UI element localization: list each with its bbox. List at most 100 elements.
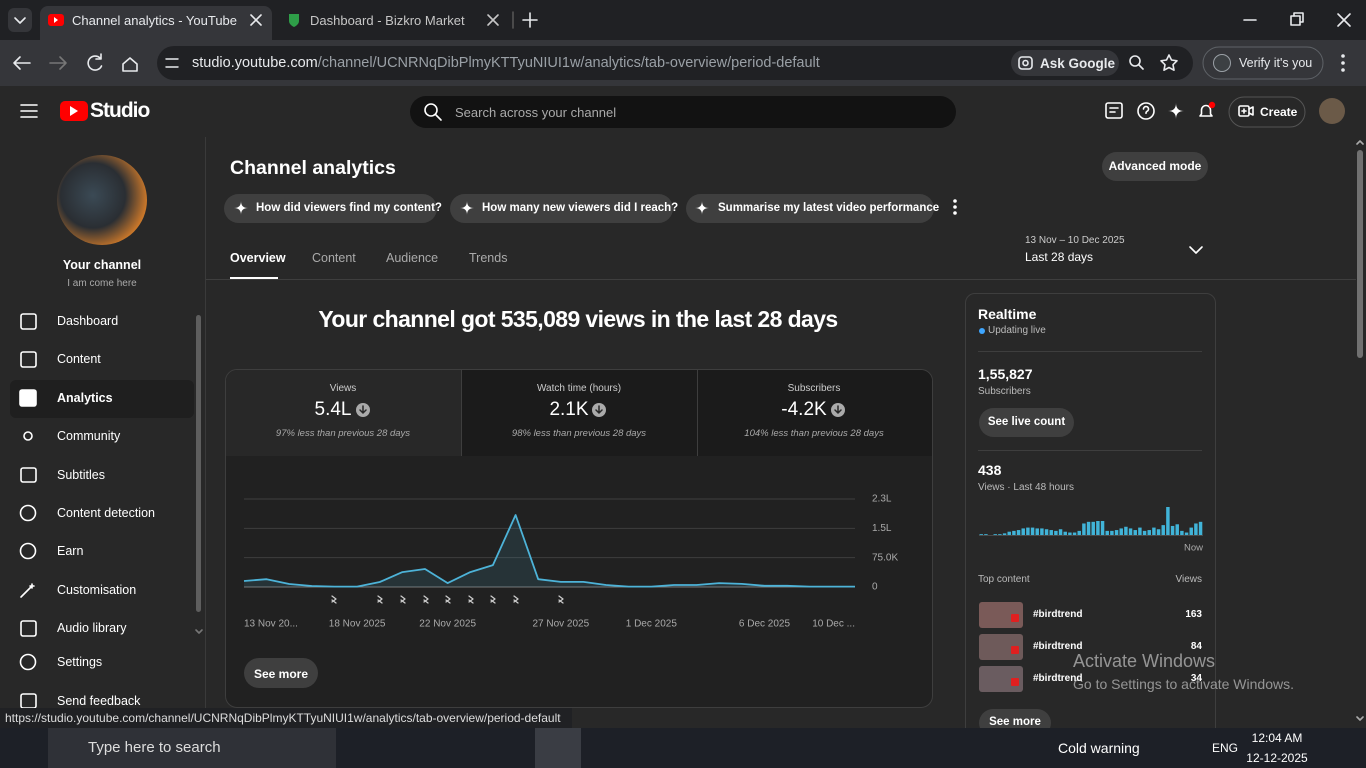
realtime-title: Realtime [978, 306, 1037, 322]
tab[interactable]: Audience [386, 251, 439, 265]
thumb[interactable] [979, 666, 1023, 692]
row-views: 163 [1185, 609, 1202, 620]
row-views: 34 [1190, 673, 1202, 684]
weather[interactable]: Cold warning [1058, 740, 1140, 756]
url-host: studio.youtube.com [192, 55, 318, 71]
logo-text[interactable]: Studio [90, 99, 150, 122]
metric-value: -4.2K [781, 399, 827, 420]
suggestion-chip[interactable] [450, 194, 673, 223]
tab-title[interactable]: Dashboard - Bizkro Market [310, 13, 465, 28]
taskbar-active[interactable] [535, 728, 581, 768]
row-title[interactable]: #birdtrend [1033, 673, 1083, 684]
more-part [953, 205, 957, 209]
page-title: Channel analytics [230, 157, 396, 179]
nav-item[interactable]: Customisation [57, 583, 137, 597]
headline: Your channel got 535,089 views in the la… [318, 306, 838, 332]
metric-value: 5.4L [314, 399, 352, 420]
clock-date[interactable]: 12-12-2025 [1246, 751, 1308, 765]
realtime-subs: 1,55,827 [978, 366, 1033, 382]
advanced-pill[interactable] [1102, 152, 1208, 181]
nav-item[interactable]: Earn [57, 544, 84, 558]
realtime-views: 438 [978, 462, 1002, 478]
sidebar-scroll [196, 315, 201, 612]
top-content: Top content [978, 574, 1030, 585]
status-bubble [0, 708, 572, 728]
suggestion[interactable]: Summarise my latest video performance [718, 202, 940, 214]
sidebar-icons [19, 313, 37, 709]
url-path: /channel/UCNRNqDibPlmyKTTyuNIUI1w/analyt… [317, 55, 820, 71]
ask-google[interactable]: Ask Google [1040, 56, 1116, 71]
channel-title[interactable]: Your channel [62, 258, 142, 272]
divider [978, 351, 1202, 352]
nav-item[interactable]: Community [57, 429, 121, 443]
row-views: 84 [1190, 641, 1202, 652]
metric-value: 2.1K [549, 399, 589, 420]
tabs-border [206, 279, 1356, 280]
metric-note: 104% less than previous 28 days [744, 428, 884, 439]
suggestion-chip[interactable] [224, 194, 437, 223]
see-more-pill[interactable] [244, 658, 318, 688]
metric-label: Views [329, 383, 357, 394]
sidebar-icons-part [20, 467, 37, 483]
sidebar-active [10, 380, 194, 418]
live-count-pill[interactable] [979, 408, 1074, 437]
create[interactable]: Create [1260, 105, 1298, 119]
active-tab[interactable] [40, 6, 272, 40]
tab-underline [230, 277, 278, 279]
search-placeholder[interactable]: Search across your channel [455, 105, 617, 120]
verify[interactable]: Verify it's you [1239, 56, 1313, 70]
thumb[interactable] [979, 634, 1023, 660]
watermark-title: Activate Windows [1073, 651, 1216, 671]
tab[interactable]: Overview [230, 251, 286, 265]
realtime-subs-label: Subscribers [978, 386, 1031, 397]
more-part [953, 211, 957, 215]
more [953, 199, 957, 215]
main-scroll-thumb [1357, 150, 1363, 358]
nav-item[interactable]: Content [57, 352, 101, 366]
sidebar-icons-part [19, 542, 37, 560]
more-part [953, 199, 957, 203]
nav-item[interactable]: Settings [57, 655, 103, 669]
search-box[interactable] [410, 96, 956, 128]
tab[interactable]: Trends [469, 251, 508, 265]
sidebar-icons-part [20, 351, 37, 368]
status-url: https://studio.youtube.com/channel/UCNRN… [5, 711, 561, 725]
suggestion[interactable]: How many new viewers did I reach? [482, 202, 679, 214]
period-range[interactable]: 13 Nov – 10 Dec 2025 [1025, 235, 1125, 246]
divider [978, 450, 1202, 451]
clock-time[interactable]: 12:04 AM [1251, 731, 1303, 745]
sidebar-icons-part [20, 693, 37, 709]
realtime-card [965, 293, 1216, 740]
nav-item[interactable]: Audio library [57, 621, 127, 635]
live-count[interactable]: See live count [987, 416, 1066, 428]
suggestion[interactable]: How did viewers find my content? [256, 202, 442, 214]
metric-label: Watch time (hours) [536, 383, 622, 394]
lang[interactable]: ENG [1212, 741, 1239, 755]
nav-item[interactable]: Send feedback [57, 694, 141, 708]
tab[interactable]: Content [312, 251, 356, 265]
suggestion-chip[interactable] [686, 194, 934, 223]
tab-title[interactable]: Channel analytics - YouTube St [72, 13, 240, 28]
sidebar-icons-part [19, 504, 37, 522]
views-header: Views [1175, 574, 1203, 585]
row-title[interactable]: #birdtrend [1033, 609, 1083, 620]
nav-item[interactable]: Dashboard [57, 314, 119, 328]
metric-note: 97% less than previous 28 days [275, 428, 411, 439]
realtime-views-label: Views · Last 48 hours [978, 482, 1074, 493]
period[interactable]: Last 28 days [1025, 250, 1094, 264]
taskbar-search-text[interactable]: Type here to search [88, 739, 221, 756]
metric-note: 98% less than previous 28 days [511, 428, 647, 439]
nav-item[interactable]: Content detection [57, 506, 155, 520]
channel-subtitle: I am come here [67, 278, 137, 289]
nav-item[interactable]: Analytics [57, 391, 113, 405]
url[interactable]: studio.youtube.com/channel/UCNRNqDibPlmy… [192, 55, 820, 71]
see-more[interactable]: See more [253, 667, 309, 681]
nav-item[interactable]: Subtitles [57, 468, 105, 482]
sidebar-scroll-arrow [195, 629, 203, 634]
row-title[interactable]: #birdtrend [1033, 641, 1083, 652]
thumb[interactable] [979, 602, 1023, 628]
realtime-see-more[interactable]: See more [989, 716, 1041, 728]
advanced-mode[interactable]: Advanced mode [1108, 159, 1202, 173]
